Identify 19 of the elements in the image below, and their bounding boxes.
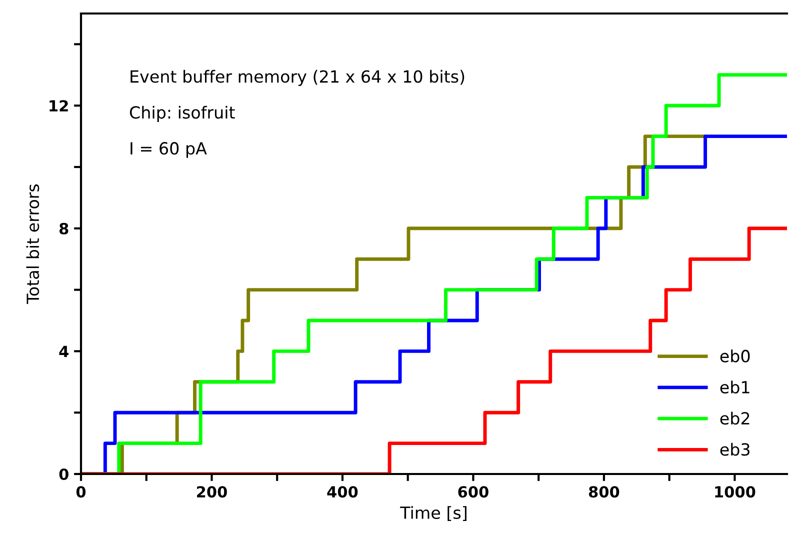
annotation: I = 60 pA [130, 142, 207, 158]
y-tick-label: 12 [50, 100, 68, 112]
x-tick-label: 0 [76, 486, 86, 498]
y-axis-title: Total bit errors [26, 184, 40, 304]
y-tick-label: 0 [59, 468, 68, 480]
y-tick-label: 8 [60, 222, 68, 234]
x-tick-label: 800 [588, 486, 620, 498]
legend-label: eb2 [720, 412, 750, 425]
legend-label: eb3 [720, 442, 750, 456]
x-axis-title: Time [s] [400, 506, 466, 522]
x-tick-label: 200 [197, 486, 227, 498]
y-tick-label: 4 [59, 346, 68, 358]
annotation: Chip: isofruit [130, 106, 235, 122]
legend-label: eb1 [720, 380, 750, 394]
legend-label: eb0 [720, 349, 750, 362]
x-tick-label: 400 [327, 486, 358, 498]
annotation: Event buffer memory (21 x 64 x 10 bits) [130, 70, 464, 86]
x-tick-label: 1000 [715, 486, 756, 498]
x-tick-label: 600 [458, 486, 488, 498]
